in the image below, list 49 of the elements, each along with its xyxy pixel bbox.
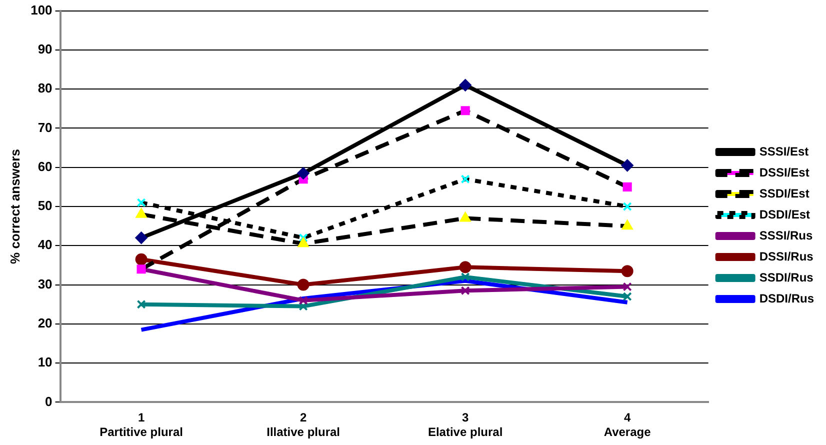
x-tick-label: 2 Illative plural [266,410,340,440]
point [460,106,470,116]
legend-label: DSSI/Rus [759,249,814,264]
point [298,238,309,248]
y-axis-title: % correct answers [7,149,22,264]
legend-label: DSDI/Est [759,207,810,222]
point [297,167,310,180]
legend-label: SSSI/Rus [759,228,813,242]
legend-label: SSDI/Rus [759,270,814,284]
point [297,278,310,291]
point [136,300,146,309]
x-tick-label: 1 Partitive plural [100,410,183,440]
point [622,202,632,212]
point [460,174,470,184]
x-tick-label: 3 Elative plural [428,410,503,440]
point [135,232,148,244]
point [622,282,632,292]
point [622,220,633,230]
legend-label: DSDI/Rus [759,291,814,306]
y-tick-label: 70 [38,120,52,135]
point [136,208,147,218]
y-tick-label: 60 [38,158,52,174]
point [460,272,470,282]
x-tick-label: 4 Average [604,410,652,440]
point [622,292,632,302]
legend-label: DSSI/Est [759,165,810,180]
point [621,159,634,172]
legend-label: SSSI/Est [759,144,809,158]
y-tick-label: 80 [38,80,52,96]
y-tick-label: 50 [38,198,52,214]
point [621,265,634,278]
point [622,182,632,192]
point [135,253,148,266]
legend-label: SSDI/Est [759,186,810,200]
y-tick-label: 0 [45,394,52,409]
point [459,261,472,274]
point [298,233,308,242]
point [460,286,470,296]
point [298,296,308,305]
y-tick-label: 40 [38,237,52,252]
y-tick-label: 30 [38,276,52,292]
point [298,302,308,311]
point [459,79,472,92]
y-tick-label: 90 [38,42,52,57]
y-tick-label: 10 [38,354,52,370]
y-tick-label: 100 [30,2,52,18]
point [136,198,146,208]
y-tick-label: 20 [38,316,52,330]
point [460,212,471,222]
